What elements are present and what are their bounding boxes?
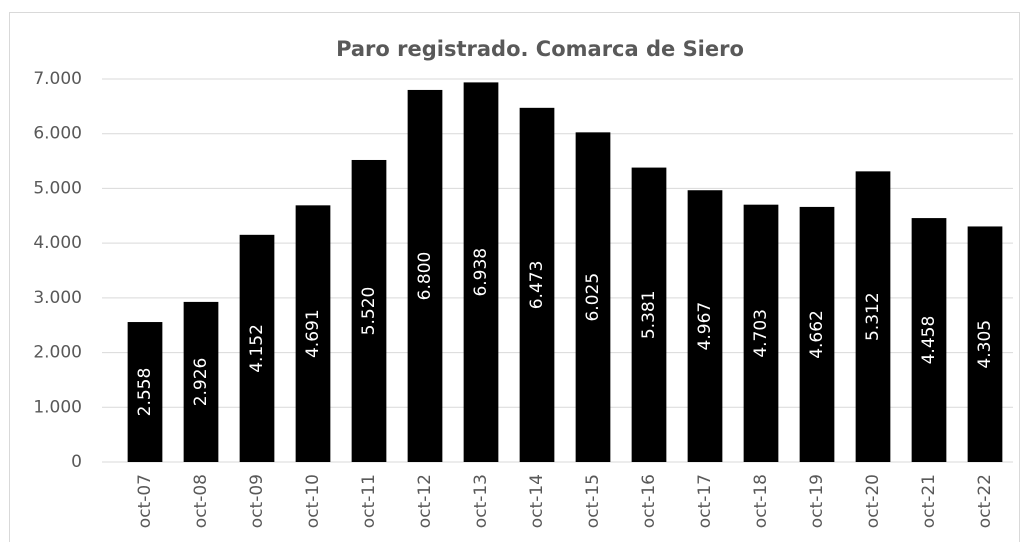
y-tick-label: 0: [71, 452, 82, 472]
bar: [239, 234, 275, 462]
bar: [799, 206, 835, 462]
chart-border: [9, 12, 1020, 542]
value-label: 4.305: [975, 320, 995, 369]
y-tick-label: 7.000: [33, 69, 82, 89]
value-label: 4.967: [695, 302, 715, 351]
value-label: 2.558: [135, 368, 155, 417]
bar: [351, 159, 387, 462]
bar: [631, 167, 667, 462]
value-label: 4.691: [303, 309, 323, 358]
y-tick-label: 4.000: [33, 233, 82, 253]
x-tick-label: oct-18: [751, 474, 771, 528]
value-label: 6.938: [471, 248, 491, 297]
value-label: 2.926: [191, 358, 211, 407]
bar: [127, 322, 163, 462]
y-tick-label: 6.000: [33, 124, 82, 144]
y-tick-label: 2.000: [33, 343, 82, 363]
value-label: 4.152: [247, 324, 267, 373]
bar: [519, 107, 555, 463]
value-label: 4.662: [807, 310, 827, 359]
bar: [183, 301, 219, 462]
value-label: 6.800: [415, 252, 435, 301]
bar: [855, 171, 891, 462]
bar: [295, 205, 331, 463]
x-tick-label: oct-10: [303, 474, 323, 528]
value-label: 5.381: [639, 290, 659, 339]
value-label: 5.312: [863, 292, 883, 341]
value-label: 6.025: [583, 273, 603, 322]
x-tick-label: oct-17: [695, 474, 715, 528]
bar: [911, 218, 947, 462]
bar: [687, 190, 723, 463]
bar: [575, 132, 611, 462]
x-tick-label: oct-22: [975, 474, 995, 528]
value-label: 5.520: [359, 287, 379, 336]
value-label: 6.473: [527, 261, 547, 310]
x-tick-label: oct-14: [527, 474, 547, 528]
x-tick-label: oct-13: [471, 474, 491, 528]
y-tick-label: 3.000: [33, 288, 82, 308]
y-tick-label: 5.000: [33, 178, 82, 198]
x-tick-label: oct-09: [247, 474, 267, 528]
bar: [967, 226, 1003, 462]
bar: [463, 82, 499, 463]
chart-title: Paro registrado. Comarca de Siero: [336, 37, 744, 61]
x-tick-label: oct-20: [863, 474, 883, 528]
x-tick-label: oct-19: [807, 474, 827, 528]
x-tick-label: oct-21: [919, 474, 939, 528]
y-tick-label: 1.000: [33, 397, 82, 417]
value-label: 4.703: [751, 309, 771, 358]
bar: [407, 89, 443, 462]
x-tick-label: oct-07: [135, 474, 155, 528]
x-tick-label: oct-12: [415, 474, 435, 528]
value-label: 4.458: [919, 316, 939, 365]
x-tick-label: oct-08: [191, 474, 211, 528]
x-tick-label: oct-16: [639, 474, 659, 528]
x-tick-label: oct-15: [583, 474, 603, 528]
bar: [743, 204, 779, 462]
x-tick-label: oct-11: [359, 474, 379, 528]
